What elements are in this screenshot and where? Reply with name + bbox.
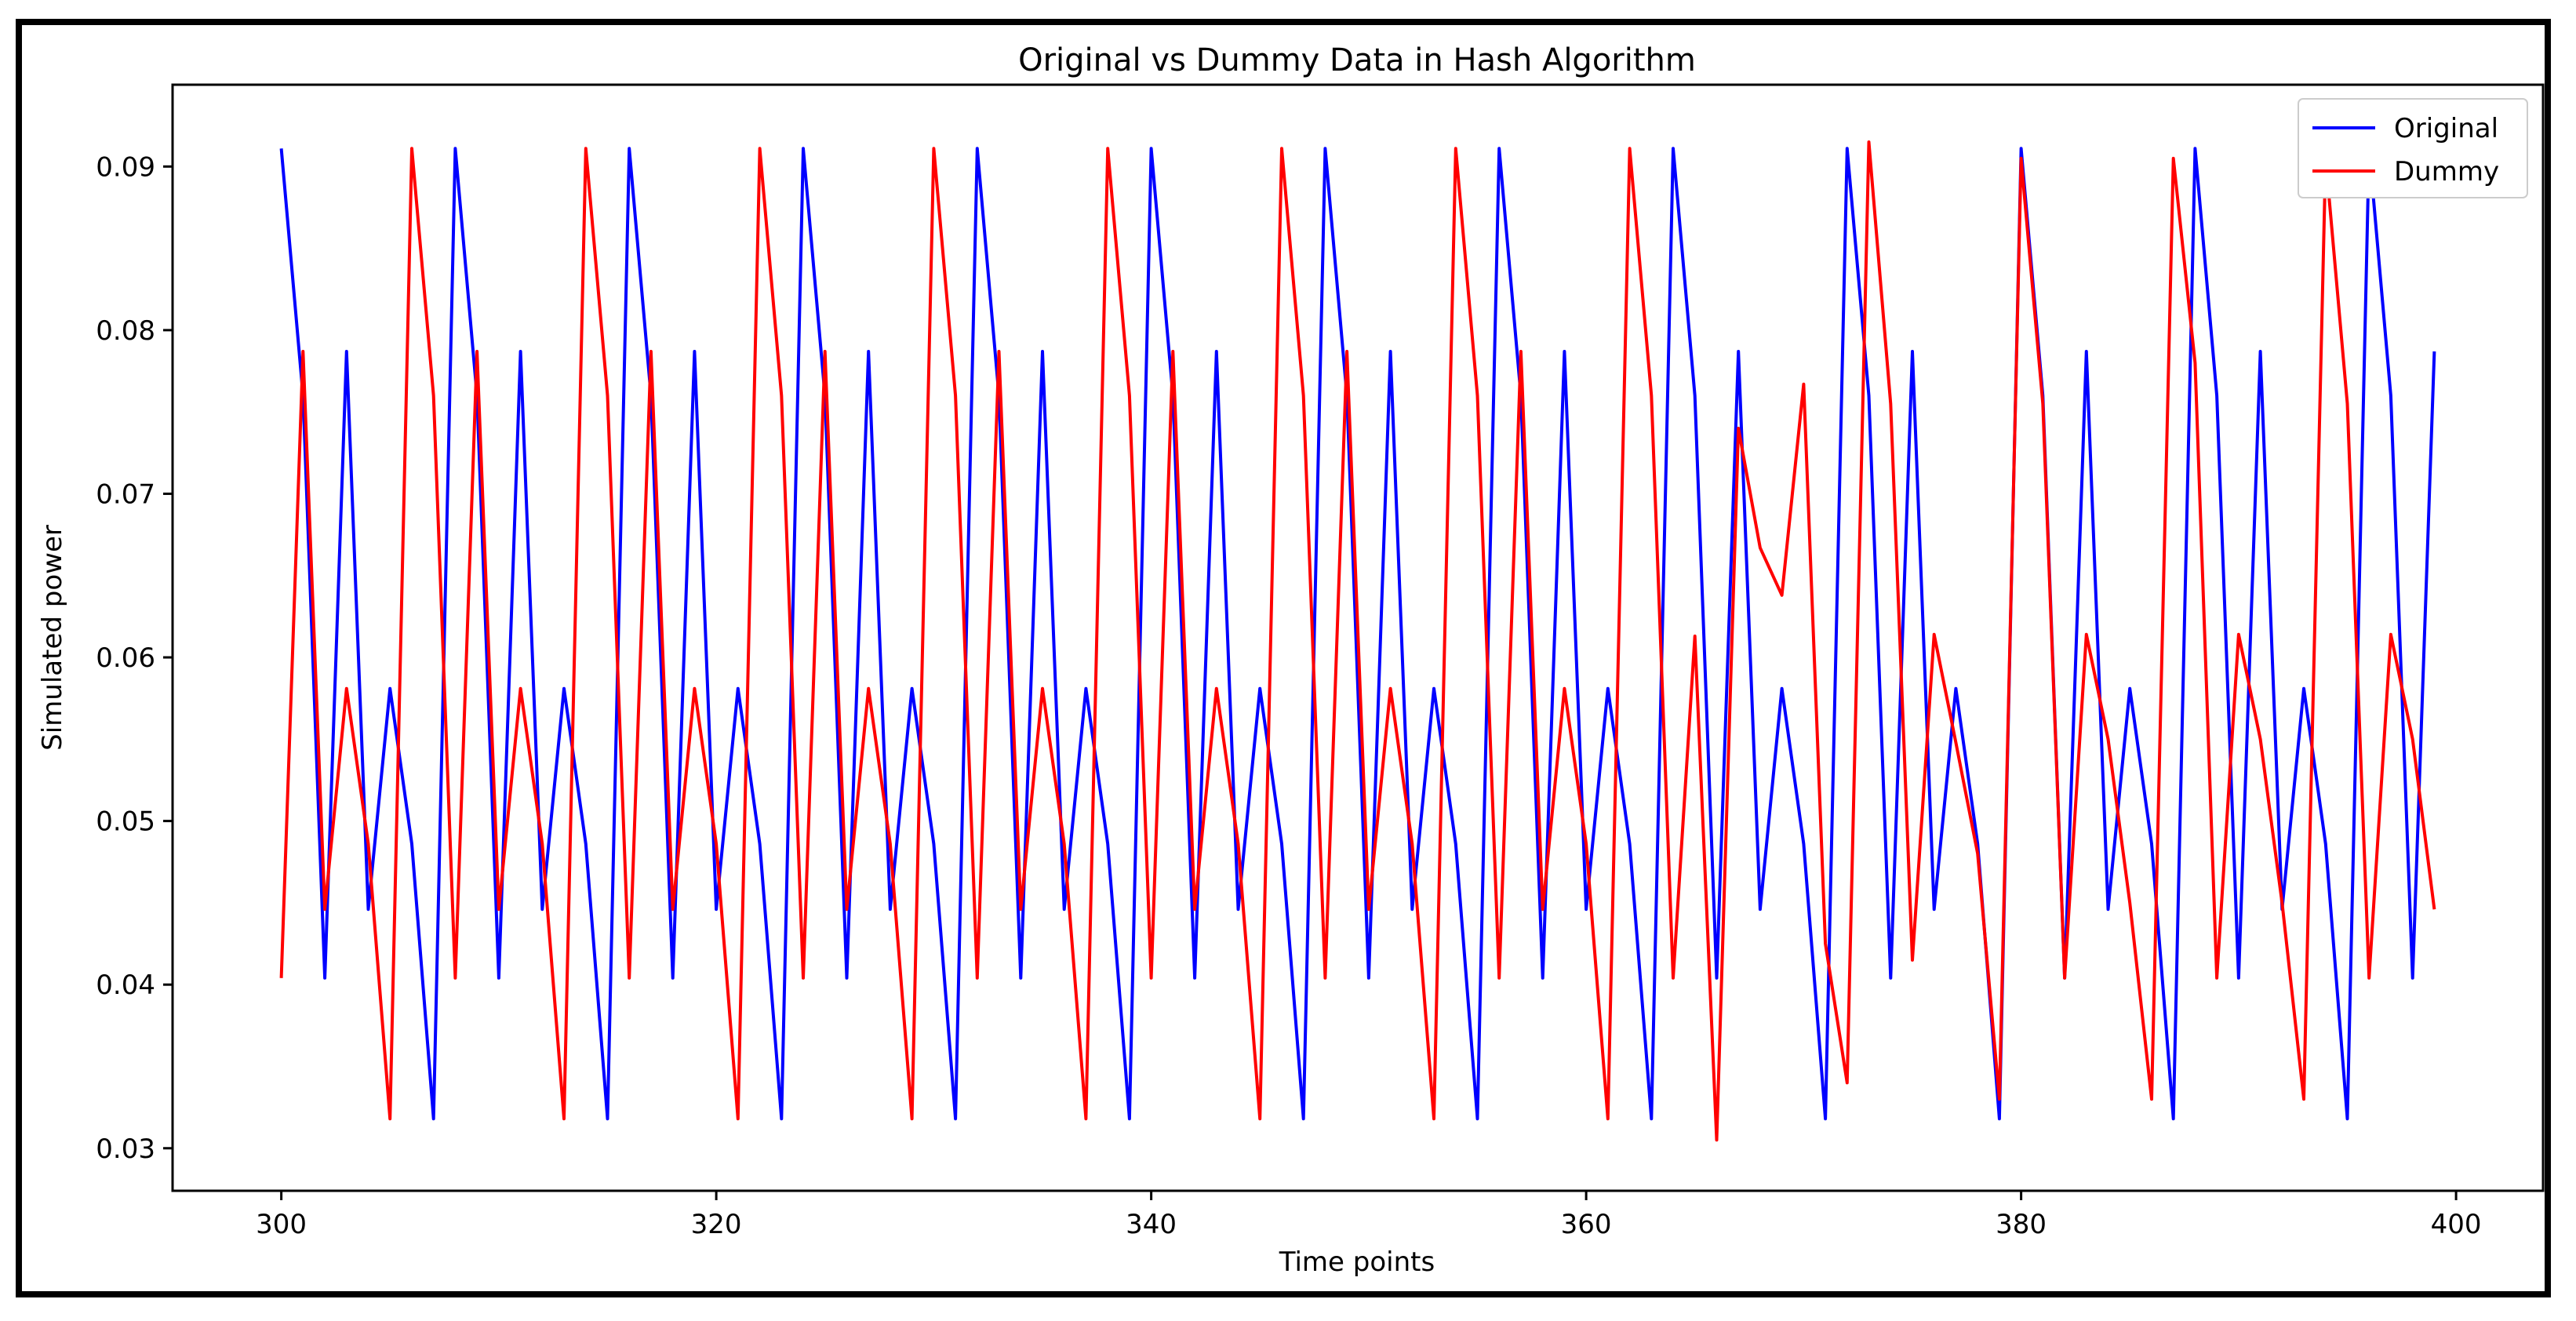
x-axis: 300 320 340 360 380 400 — [256, 1191, 2482, 1240]
y-tick-label: 0.04 — [96, 970, 155, 1001]
x-tick-label: 300 — [256, 1209, 307, 1240]
y-axis: 0.03 0.04 0.05 0.06 0.07 0.08 0.09 — [96, 151, 173, 1165]
y-tick-label: 0.09 — [96, 151, 155, 183]
y-tick-label: 0.03 — [96, 1134, 155, 1165]
y-tick-label: 0.06 — [96, 642, 155, 674]
x-tick-label: 340 — [1126, 1209, 1177, 1240]
plot-area — [171, 83, 2545, 1192]
chart-title: Original vs Dummy Data in Hash Algorithm — [1018, 42, 1696, 78]
y-tick-label: 0.08 — [96, 315, 155, 347]
legend-box — [2298, 98, 2528, 198]
x-tick-label: 400 — [2431, 1209, 2482, 1240]
dummy-series-line — [279, 140, 2436, 1142]
original-series-line — [279, 147, 2436, 1121]
legend-dummy-label: Dummy — [2394, 156, 2499, 187]
x-tick-label: 380 — [1996, 1209, 2047, 1240]
x-axis-label: Time points — [1279, 1246, 1435, 1278]
y-tick-label: 0.05 — [96, 806, 155, 838]
x-tick-label: 320 — [691, 1209, 742, 1240]
x-tick-label: 360 — [1561, 1209, 1612, 1240]
figure-frame — [16, 19, 2551, 1297]
legend-original-label: Original — [2394, 113, 2498, 144]
legend: Original Dummy — [2298, 98, 2528, 198]
series-layer — [279, 140, 2436, 1142]
y-axis-label: Simulated power — [37, 525, 68, 751]
y-tick-label: 0.07 — [96, 479, 155, 510]
